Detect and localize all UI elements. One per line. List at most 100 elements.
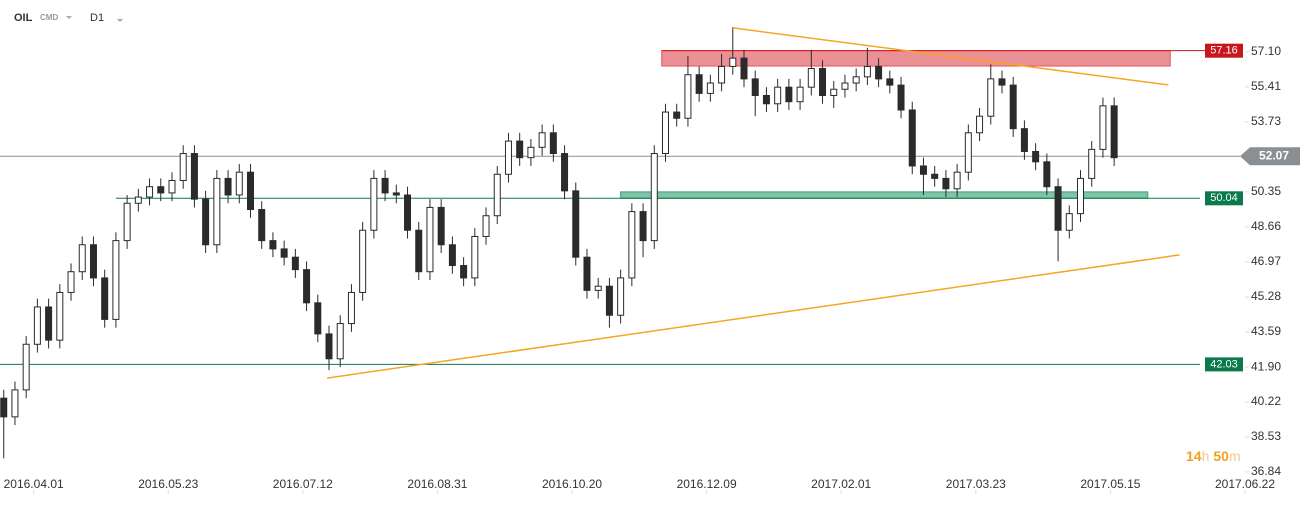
candle-body: [1043, 161, 1051, 188]
zone: [620, 191, 1149, 199]
candle-body: [134, 196, 142, 204]
timeframe[interactable]: D1: [90, 12, 104, 24]
candle-body: [919, 165, 927, 175]
level-badge: [1205, 357, 1243, 372]
candle-body: [1032, 150, 1040, 163]
candle-body: [146, 186, 154, 198]
candle-body: [325, 333, 333, 360]
candle-body: [987, 78, 995, 117]
countdown: 14h 50m: [1186, 448, 1241, 464]
dropdown-arrow[interactable]: [66, 16, 72, 19]
candle-body: [684, 74, 692, 119]
dropdown-arrow[interactable]: [117, 19, 123, 22]
x-tick-label: 2017.05.15: [1080, 477, 1140, 491]
y-tick-label: 38.53: [1251, 429, 1281, 443]
candle-body: [493, 173, 501, 217]
candle-body: [762, 94, 770, 105]
candle-body: [1110, 105, 1118, 159]
candle-body: [998, 78, 1006, 86]
candle-body: [908, 109, 916, 167]
candle-body: [404, 194, 412, 231]
candle-body: [1076, 177, 1084, 215]
y-tick-label: 50.35: [1251, 184, 1281, 198]
candle-body: [661, 111, 669, 155]
x-tick-label: 2017.06.22: [1215, 477, 1275, 491]
candle-body: [359, 229, 367, 293]
candle-body: [123, 202, 131, 242]
level-badge: [1205, 191, 1243, 206]
candle-body: [1099, 105, 1107, 150]
x-tick-label: 2017.02.01: [811, 477, 871, 491]
candle-body: [190, 153, 198, 200]
trendline: [732, 27, 1169, 86]
candle-body: [628, 211, 636, 279]
candle-body: [1020, 128, 1028, 152]
candle-body: [650, 153, 658, 242]
zone: [661, 50, 1171, 67]
candle-body: [370, 177, 378, 231]
candle-body: [314, 302, 322, 335]
candle-body: [224, 177, 232, 196]
y-tick-label: 46.97: [1251, 254, 1281, 268]
candle-body: [819, 68, 827, 96]
candle-body: [527, 146, 535, 159]
candle-body: [1009, 84, 1017, 130]
level-badge: [1205, 43, 1243, 58]
candle-body: [516, 140, 524, 159]
candle-body: [235, 171, 243, 196]
countdown-minutes-unit: m: [1229, 448, 1241, 464]
candle-body: [213, 177, 221, 246]
candle-body: [964, 132, 972, 173]
candle-body: [931, 173, 939, 179]
candle-body: [202, 198, 210, 246]
candle-body: [875, 65, 883, 80]
countdown-hours: 14: [1186, 448, 1202, 464]
candle-body: [807, 68, 815, 88]
candle-body: [863, 65, 871, 78]
y-tick-label: 43.59: [1251, 324, 1281, 338]
x-tick-label: 2016.08.31: [407, 477, 467, 491]
candle-body: [1088, 148, 1096, 179]
candle-body: [45, 306, 53, 341]
candle-body: [605, 285, 613, 316]
candle-body: [67, 271, 75, 293]
candle-body: [280, 248, 288, 258]
candle-body: [897, 84, 905, 111]
candle-body: [0, 397, 8, 418]
candle-body: [740, 57, 748, 80]
y-tick-label: 40.22: [1251, 394, 1281, 408]
candle-body: [796, 86, 804, 103]
candle-body: [549, 132, 557, 155]
candle-body: [673, 111, 681, 119]
candle-body: [482, 215, 490, 237]
price-badge: [1240, 147, 1300, 166]
candle-body: [303, 269, 311, 304]
candle-body: [695, 74, 703, 94]
candle-body: [246, 171, 254, 211]
y-tick-label: 41.90: [1251, 359, 1281, 373]
candle-body: [101, 277, 109, 320]
level-badge-label: 50.04: [1210, 192, 1238, 204]
candle-body: [830, 88, 838, 96]
candle-body: [953, 171, 961, 190]
candle-body: [617, 277, 625, 316]
x-tick-label: 2016.12.09: [677, 477, 737, 491]
y-tick-label: 55.41: [1251, 79, 1281, 93]
candle-body: [841, 82, 849, 90]
candle-body: [751, 78, 759, 96]
x-tick-label: 2016.07.12: [273, 477, 333, 491]
symbol[interactable]: OIL: [14, 12, 33, 24]
candle-body: [785, 86, 793, 103]
candle-body: [168, 179, 176, 194]
y-tick-label: 57.10: [1251, 44, 1281, 58]
candle-body: [594, 285, 602, 291]
candle-body: [976, 115, 984, 134]
candle-body: [1065, 213, 1073, 231]
countdown-minutes: 50: [1213, 448, 1229, 464]
candle-body: [112, 240, 120, 320]
level-badge-label: 57.16: [1210, 45, 1238, 57]
y-tick-label: 36.84: [1251, 464, 1281, 478]
candle-body: [538, 132, 546, 148]
x-tick-label: 2017.03.23: [946, 477, 1006, 491]
